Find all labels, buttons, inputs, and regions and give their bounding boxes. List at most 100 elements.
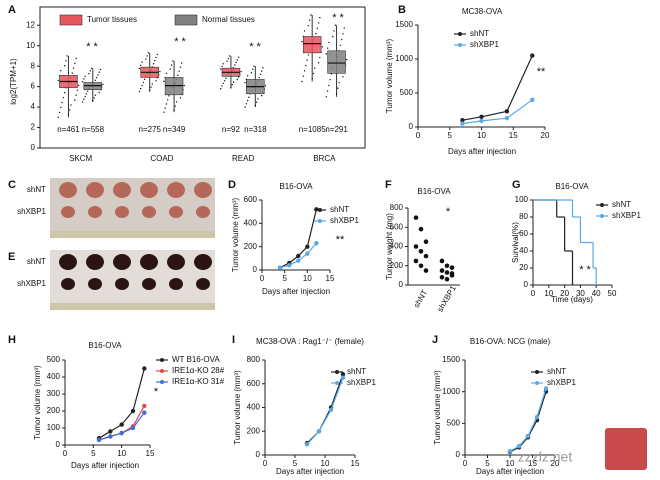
n-label: n=92 <box>222 125 241 134</box>
jitter-dot <box>245 103 248 105</box>
jitter-dot <box>221 85 223 87</box>
data-point <box>314 240 319 246</box>
legend-label: shNT <box>330 205 349 214</box>
chart-title: B16-OVA: NCG (male) <box>470 337 551 346</box>
jitter-dot <box>301 80 303 83</box>
chart-title: B16-OVA <box>88 341 122 350</box>
y-tick-label: 8 <box>31 61 36 70</box>
data-point <box>534 414 540 420</box>
photo-row-label: shNT <box>27 185 46 194</box>
data-point <box>530 53 535 58</box>
jitter-dot <box>163 80 165 83</box>
legend-marker <box>318 208 322 212</box>
legend-marker <box>160 380 164 384</box>
y-tick-label: 600 <box>244 195 258 204</box>
ruler <box>50 303 215 310</box>
x-tick-label: 5 <box>282 274 287 283</box>
jitter-dot <box>303 70 306 72</box>
jitter-dot <box>260 94 263 97</box>
data-point <box>413 258 419 264</box>
y-tick-label: 60 <box>519 229 528 238</box>
jitter-dot <box>178 70 180 72</box>
data-point <box>418 263 424 269</box>
data-point <box>543 386 549 391</box>
jitter-dot <box>303 30 306 32</box>
jitter-dot <box>236 78 239 81</box>
jitter-dot <box>326 47 329 49</box>
jitter-dot <box>254 104 257 107</box>
y-tick-label: 0 <box>524 280 529 289</box>
jitter-dot <box>332 35 334 38</box>
data-point <box>418 226 424 232</box>
jitter-dot <box>319 16 321 19</box>
legend-label: shNT <box>470 29 489 38</box>
data-point <box>304 442 310 447</box>
data-point <box>439 268 445 273</box>
x-tick-label: READ <box>232 154 254 163</box>
data-point <box>340 375 346 381</box>
series-line <box>98 368 145 439</box>
panel-label: E <box>8 251 15 263</box>
x-tick-label: 0 <box>463 459 468 468</box>
jitter-dot <box>312 72 315 75</box>
watermark: zzzlz.net <box>518 449 573 465</box>
jitter-dot <box>66 55 68 57</box>
jitter-dot <box>246 75 249 77</box>
jitter-dot <box>234 64 236 66</box>
significance: ** <box>336 234 345 246</box>
y-tick-label: 20 <box>519 263 528 272</box>
data-point <box>305 251 310 256</box>
legend-label: shXBP1 <box>547 378 576 387</box>
tumor <box>140 254 158 270</box>
y-tick-label: 0 <box>253 265 258 274</box>
data-point <box>305 244 310 249</box>
jitter-dot <box>179 66 182 68</box>
jitter-dot <box>145 58 147 60</box>
tumor <box>167 254 185 270</box>
y-tick-label: 12 <box>26 20 35 29</box>
x-axis-label: Days after injection <box>448 147 516 156</box>
jitter-dot <box>77 84 80 87</box>
jitter-dot <box>329 78 331 81</box>
jitter-dot <box>83 78 85 80</box>
jitter-dot <box>226 60 228 62</box>
x-tick-label: 20 <box>560 289 569 298</box>
jitter-dot <box>222 63 224 65</box>
jitter-dot <box>69 109 71 111</box>
y-tick-label: 0 <box>256 450 261 459</box>
data-point <box>119 422 124 427</box>
tumor <box>142 278 156 290</box>
jitter-dot <box>244 106 246 108</box>
jitter-dot <box>181 62 183 64</box>
jitter-dot <box>156 53 159 56</box>
data-point <box>507 449 513 454</box>
y-tick-label: 400 <box>247 403 261 412</box>
legend-swatch <box>174 14 198 26</box>
y-tick-label: 800 <box>390 203 404 212</box>
series-line <box>509 388 547 452</box>
y-tick-label: 0 <box>399 280 404 289</box>
jitter-dot <box>98 71 100 73</box>
legend-label: shXBP1 <box>470 40 499 49</box>
data-point <box>423 239 429 244</box>
x-tick-label: BRCA <box>313 154 336 163</box>
jitter-dot <box>252 68 254 71</box>
jitter-dot <box>67 114 70 116</box>
x-tick-label: 0 <box>416 131 421 140</box>
jitter-dot <box>74 62 76 64</box>
jitter-dot <box>328 41 330 44</box>
tumor <box>169 206 183 218</box>
x-tick-label: 10 <box>544 289 553 298</box>
jitter-dot <box>319 56 321 59</box>
jitter-dot <box>60 106 62 109</box>
jitter-dot <box>316 27 318 29</box>
x-axis-label: Days after injection <box>262 287 330 296</box>
data-point <box>530 97 535 103</box>
jitter-dot <box>94 79 97 82</box>
y-tick-label: 100 <box>515 195 529 204</box>
y-tick-label: 2 <box>31 123 36 132</box>
jitter-dot <box>340 38 343 41</box>
jitter-dot <box>138 91 141 93</box>
y-tick-label: 800 <box>247 355 261 364</box>
